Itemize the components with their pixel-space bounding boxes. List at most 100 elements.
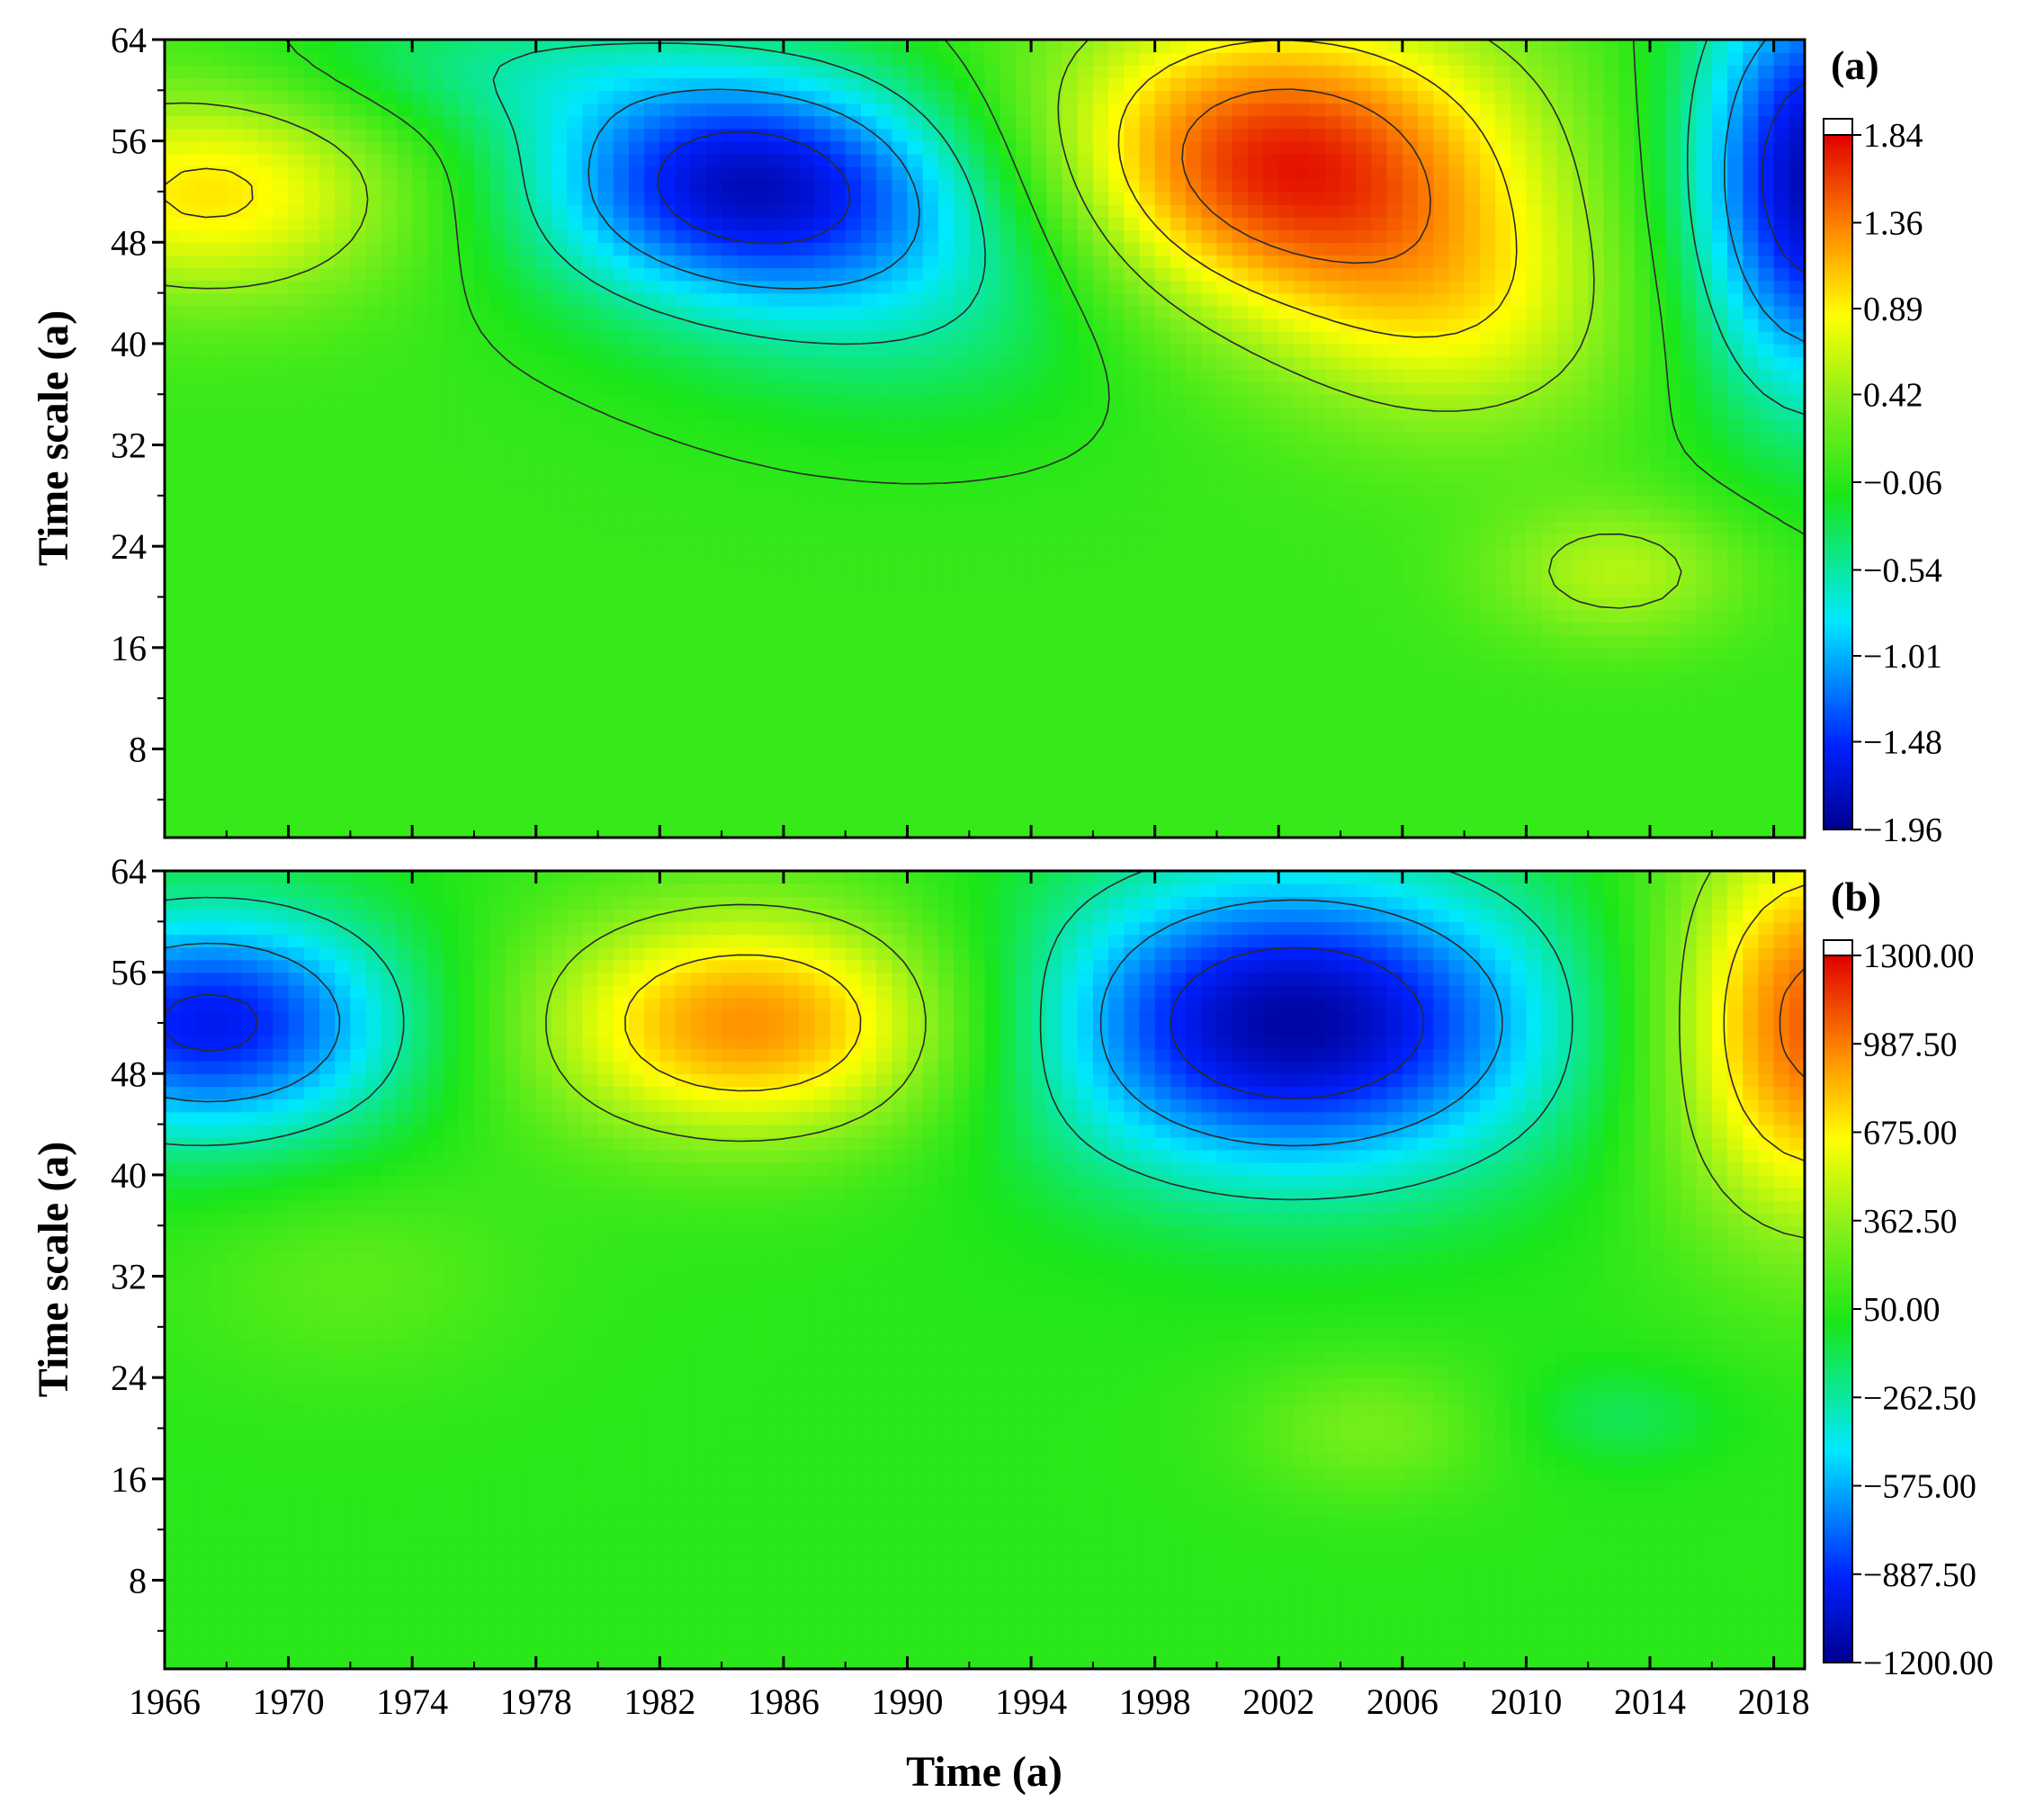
heat-cell <box>1294 736 1311 750</box>
heat-cell <box>1247 559 1264 573</box>
heat-cell <box>814 811 831 826</box>
heat-cell <box>814 749 831 763</box>
heat-cell <box>937 521 955 534</box>
heat-cell <box>1092 507 1109 522</box>
heat-cell <box>984 90 1001 104</box>
heat-cell <box>1139 292 1156 307</box>
heat-cell <box>1340 596 1358 611</box>
heat-cell <box>1015 749 1032 763</box>
heat-cell <box>1031 140 1048 155</box>
heat-cell <box>984 723 1001 738</box>
heat-cell <box>412 65 429 79</box>
heat-cell <box>489 77 507 92</box>
heat-cell <box>876 444 893 459</box>
heat-cell <box>1232 723 1249 738</box>
heat-cell <box>1309 634 1326 649</box>
heat-cell <box>335 698 352 713</box>
heat-cell <box>783 482 800 497</box>
heat-cell <box>737 622 754 636</box>
heat-cell <box>1062 571 1079 586</box>
heat-cell <box>767 419 784 434</box>
heat-cell <box>535 533 552 547</box>
heat-cell <box>737 444 754 459</box>
heat-cell <box>1000 457 1017 471</box>
heat-cell <box>1263 622 1280 636</box>
heat-cell <box>644 330 661 345</box>
heat-cell <box>303 77 320 92</box>
heat-cell <box>273 482 290 497</box>
heat-cell <box>226 698 243 713</box>
heat-cell <box>211 318 228 332</box>
heat-cell <box>892 824 909 838</box>
heat-cell <box>829 191 847 205</box>
heat-cell <box>799 166 816 180</box>
heat-cell <box>458 330 475 345</box>
heat-cell <box>613 622 630 636</box>
heat-cell <box>1154 355 1171 370</box>
heat-cell <box>1000 191 1017 205</box>
heat-cell <box>937 330 955 345</box>
heat-cell <box>443 103 460 117</box>
heat-cell <box>1139 761 1156 776</box>
heat-cell <box>829 419 847 434</box>
heat-cell <box>226 52 243 66</box>
heat-cell <box>845 229 862 244</box>
heat-cell <box>473 242 490 256</box>
heat-cell <box>954 153 971 167</box>
heat-cell <box>690 774 707 788</box>
heat-cell <box>954 292 971 307</box>
heat-cell <box>597 432 614 446</box>
heat-cell <box>907 457 924 471</box>
heat-cell <box>443 457 460 471</box>
heat-cell <box>814 140 831 155</box>
heat-cell <box>1092 90 1109 104</box>
heat-cell <box>458 533 475 547</box>
heat-cell <box>845 596 862 611</box>
heat-cell <box>458 482 475 497</box>
heat-cell <box>1077 115 1094 130</box>
heat-cell <box>335 394 352 408</box>
heat-cell <box>458 559 475 573</box>
heat-cell <box>195 495 212 509</box>
heat-cell <box>907 774 924 788</box>
heat-cell <box>675 444 692 459</box>
heat-cell <box>165 77 181 92</box>
heat-cell <box>1124 103 1141 117</box>
heat-cell <box>1077 507 1094 522</box>
heat-cell <box>180 77 197 92</box>
heat-cell <box>381 622 398 636</box>
heat-cell <box>1356 40 1373 53</box>
heat-cell <box>829 178 847 193</box>
heat-cell <box>829 786 847 801</box>
heat-cell <box>675 280 692 294</box>
heat-cell <box>799 432 816 446</box>
heat-cell <box>180 609 197 623</box>
heat-cell <box>644 711 661 725</box>
heat-cell <box>582 698 599 713</box>
heat-cell <box>892 799 909 813</box>
heat-cell <box>954 305 971 319</box>
heat-cell <box>180 407 197 421</box>
heat-cell <box>489 786 507 801</box>
heat-cell <box>520 267 537 282</box>
heat-cell <box>567 369 584 382</box>
heat-cell <box>892 546 909 560</box>
heat-cell <box>412 507 429 522</box>
heat-cell <box>1232 824 1249 838</box>
heat-cell <box>303 546 320 560</box>
heat-cell <box>1324 711 1341 725</box>
heat-cell <box>1108 495 1125 509</box>
heat-cell <box>1294 90 1311 104</box>
heat-cell <box>690 394 707 408</box>
heat-cell <box>427 432 444 446</box>
heat-cell <box>318 811 336 826</box>
heat-cell <box>211 559 228 573</box>
heat-cell <box>1015 521 1032 534</box>
heat-cell <box>427 166 444 180</box>
heat-cell <box>165 52 181 66</box>
heat-cell <box>165 369 181 382</box>
heat-cell <box>551 128 568 142</box>
heat-cell <box>1170 711 1187 725</box>
heat-cell <box>613 774 630 788</box>
heat-cell <box>984 292 1001 307</box>
